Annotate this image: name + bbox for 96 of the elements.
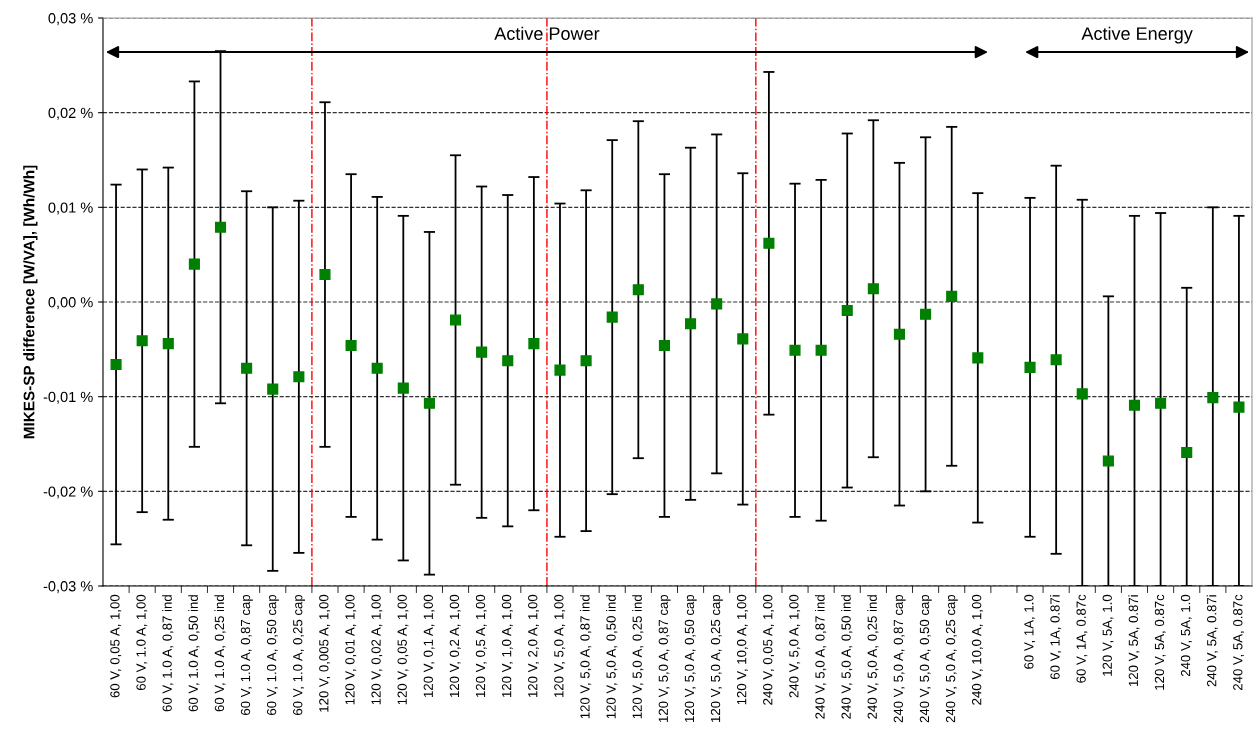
point	[136, 335, 148, 347]
point	[267, 383, 279, 395]
x-tick-label: 240 V, 5,0 A, 0,87 cap	[893, 594, 906, 723]
point	[632, 284, 644, 296]
point	[214, 221, 227, 233]
y-tick-label: 0,03 %	[48, 13, 93, 26]
x-tick-label: 120 V, 5,0 A, 0,87 cap	[658, 594, 671, 722]
point	[1102, 455, 1114, 467]
point	[867, 283, 879, 295]
x-tick-label: 120 V, 5A, 1.0	[1102, 594, 1114, 676]
y-tick-label: 0,00 %	[48, 297, 93, 310]
x-tick-label: 120 V, 5,0 A, 0,50 cap	[684, 594, 697, 722]
point	[841, 304, 853, 317]
x-tick-label: 60 V, 1.0 A, 0,25 ind	[214, 595, 226, 712]
x-tick-label: 120 V, 10,0 A, 1,00	[736, 594, 748, 705]
y-tick-label: -0,01 %	[43, 391, 93, 404]
x-tick-label: 120 V, 5A, 0.87i	[1128, 595, 1140, 687]
point	[476, 346, 488, 358]
point	[502, 355, 514, 367]
x-tick-label: 240 V, 5A, 1.0	[1180, 594, 1192, 677]
x-tick-label: 240 V, 5A, 0.87i	[1206, 595, 1218, 687]
y-tick-label: 0,02 %	[48, 107, 93, 120]
annotation: Active Energy	[1081, 26, 1193, 44]
point	[893, 328, 906, 340]
x-tick-label: 120 V, 0,02 A, 1,00	[371, 594, 383, 705]
point	[554, 364, 566, 376]
x-tick-label: 120 V, 1,0 A, 1,00	[501, 594, 513, 698]
point	[241, 362, 253, 374]
point	[920, 308, 932, 320]
x-tick-label: 120 V, 0,1 A, 1,00	[423, 594, 435, 698]
x-tick-label: 240 V, 5,0 A, 1,00	[789, 594, 801, 698]
x-tick-label: 120 V, 5,0 A, 0,25 cap	[710, 594, 723, 722]
point	[1128, 399, 1141, 411]
x-tick-label: 60 V, 1.0 A, 0,50 cap	[266, 594, 279, 715]
x-tick-label: 120 V, 0,005 A, 1,00	[319, 594, 331, 712]
point	[946, 290, 958, 302]
x-tick-label: 240 V, 5,0 A, 0,87 ind	[814, 595, 827, 719]
point	[606, 311, 618, 323]
point	[1233, 401, 1245, 413]
x-tick-label: 240 V, 5,0 A, 0,25 ind	[867, 595, 879, 719]
point	[1076, 388, 1088, 400]
point	[1024, 361, 1036, 373]
point	[1181, 446, 1193, 459]
annotation: Active Power	[494, 26, 600, 40]
x-tick-label: 60 V, 1A, 0.87i	[1050, 595, 1062, 680]
x-tick-label: 120 V, 0,2 A, 1,00	[449, 594, 461, 698]
x-tick-label: 60 V, 0,05 A, 1,00	[110, 594, 122, 698]
point	[371, 362, 383, 374]
point	[580, 355, 592, 367]
x-tick-label: 120 V, 0,01 A, 1,00	[345, 594, 357, 705]
x-tick-label: 120 V, 5,0 A, 0,25 ind	[632, 595, 644, 719]
point	[528, 338, 540, 350]
y-tick-label: 0,01 %	[48, 202, 93, 215]
x-tick-label: 60 V, 1A, 1.0	[1024, 594, 1036, 669]
point	[972, 352, 984, 364]
x-tick-label: 60 V, 1.0 A, 0,25 cap	[293, 594, 305, 715]
x-tick-label: 60 V, 1.0 A, 0,87 ind	[162, 595, 174, 712]
x-tick-label: 120 V, 2,0 A, 1,00	[528, 594, 539, 698]
point	[1155, 397, 1167, 409]
point	[1050, 354, 1062, 366]
point	[188, 258, 200, 270]
x-tick-label: 120 V, 5,0 A, 1,00	[554, 594, 566, 698]
point	[293, 371, 305, 383]
x-tick-label: 120 V, 5,0 A, 0,87 ind	[579, 595, 592, 719]
x-tick-label: 120 V, 0,5 A, 1,00	[475, 594, 487, 698]
point	[423, 397, 435, 409]
point	[815, 344, 827, 356]
point	[711, 298, 723, 310]
x-tick-label: 240 V, 5,0 A, 0,25 cap	[945, 594, 958, 723]
x-tick-label: 120 V, 5,0 A, 0,50 ind	[606, 595, 618, 719]
x-tick-label: 120 V, 5A, 0.87c	[1154, 594, 1166, 690]
point	[319, 268, 331, 281]
point	[763, 237, 775, 249]
x-tick-label: 60 V, 1.0 A, 0,87 cap	[240, 594, 253, 715]
y-tick-label: -0,02 %	[43, 486, 93, 499]
x-tick-label: 60 V, 1.0 A, 1,00	[136, 594, 148, 691]
point	[345, 339, 357, 352]
point	[658, 339, 670, 352]
point	[162, 338, 174, 350]
x-tick-label: 240 V, 10,0 A, 1,00	[972, 594, 983, 705]
x-tick-label: 60 V, 1A, 0.87c	[1076, 594, 1088, 683]
point	[449, 314, 462, 326]
point	[397, 382, 409, 394]
x-tick-label: 120 V, 0,05 A, 1,00	[397, 594, 409, 705]
x-tick-label: 240 V, 5,0 A, 0,50 ind	[841, 595, 853, 719]
point	[737, 333, 749, 345]
y-axis-title: MIKES-SP difference [W/VA], [Wh/Wh]	[23, 165, 38, 439]
point	[110, 358, 122, 371]
y-tick-label: -0,03 %	[43, 581, 93, 594]
x-tick-label: 240 V, 5A, 0.87c	[1233, 594, 1245, 691]
point	[789, 344, 801, 356]
x-tick-label: 60 V, 1.0 A, 0,50 ind	[188, 595, 200, 712]
x-tick-label: 240 V, 5,0 A, 0,50 cap	[919, 594, 932, 723]
x-tick-label: 240 V, 0,05 A, 1,00	[763, 594, 774, 705]
point	[1207, 392, 1219, 404]
point	[685, 318, 697, 330]
